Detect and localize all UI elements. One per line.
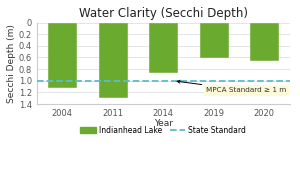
Text: MPCA Standard ≥ 1 m: MPCA Standard ≥ 1 m [177, 80, 286, 93]
Bar [200, 22, 228, 57]
Bar [149, 22, 177, 72]
Y-axis label: Secchi Depth (m): Secchi Depth (m) [7, 24, 16, 103]
Title: Water Clarity (Secchi Depth): Water Clarity (Secchi Depth) [79, 7, 248, 20]
Bar [99, 22, 127, 96]
Legend: Indianhead Lake, State Standard: Indianhead Lake, State Standard [77, 123, 249, 138]
Bar [48, 22, 76, 87]
X-axis label: Year: Year [154, 119, 173, 128]
Bar [250, 22, 278, 60]
